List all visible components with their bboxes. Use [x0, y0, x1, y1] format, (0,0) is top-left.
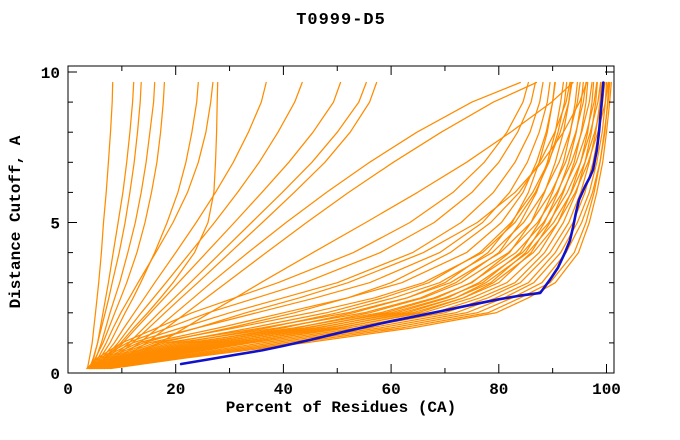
model-05 [89, 81, 166, 370]
model-31 [88, 81, 551, 370]
model-10 [95, 81, 303, 370]
model-06 [93, 81, 199, 370]
x-tick-label: 80 [489, 381, 508, 399]
model-37 [92, 81, 573, 370]
model-03 [88, 81, 142, 370]
y-tick-label: 10 [41, 65, 60, 83]
model-44 [103, 81, 609, 370]
model-14 [103, 81, 521, 370]
model-40 [97, 81, 593, 370]
model-29 [89, 81, 556, 370]
model-13 [100, 81, 367, 370]
model-curves [86, 81, 612, 370]
y-tick-label: 5 [50, 216, 60, 234]
x-axis-label: Percent of Residues (CA) [225, 399, 457, 417]
chart-title: T0999-D5 [296, 11, 386, 30]
model-35 [89, 81, 588, 370]
model-39 [95, 81, 587, 370]
y-tick-labels: 0 5 10 [41, 65, 60, 384]
model-38 [94, 81, 581, 370]
model-33 [86, 81, 537, 370]
y-tick-label: 0 [50, 366, 60, 384]
model-32 [87, 81, 544, 370]
axis-ticks [67, 66, 614, 374]
model-01 [86, 81, 114, 370]
model-36 [91, 81, 571, 370]
model-30 [91, 81, 568, 370]
selected-model [179, 81, 605, 366]
x-tick-label: 60 [381, 381, 400, 399]
model-46 [109, 81, 612, 370]
model-27 [105, 81, 608, 370]
y-axis-label: Distance Cutoff, A [7, 135, 25, 309]
model-07 [91, 81, 214, 370]
model-25 [101, 81, 602, 370]
plot-frame [67, 65, 615, 374]
model-20 [93, 81, 579, 370]
model-11 [97, 81, 342, 370]
x-tick-label: 20 [166, 381, 185, 399]
model-02 [89, 81, 135, 370]
model-04 [91, 81, 156, 370]
x-tick-label: 0 [63, 381, 73, 399]
model-43 [102, 81, 606, 370]
model-08 [96, 81, 219, 370]
model-34 [86, 81, 530, 370]
model-09 [93, 81, 267, 370]
model-42 [100, 81, 602, 370]
x-tick-label: 40 [274, 381, 293, 399]
model-41 [99, 81, 598, 370]
x-tick-label: 100 [592, 381, 621, 399]
highlight-curve [179, 81, 605, 366]
x-tick-labels: 0 20 40 60 80 100 [63, 381, 621, 399]
